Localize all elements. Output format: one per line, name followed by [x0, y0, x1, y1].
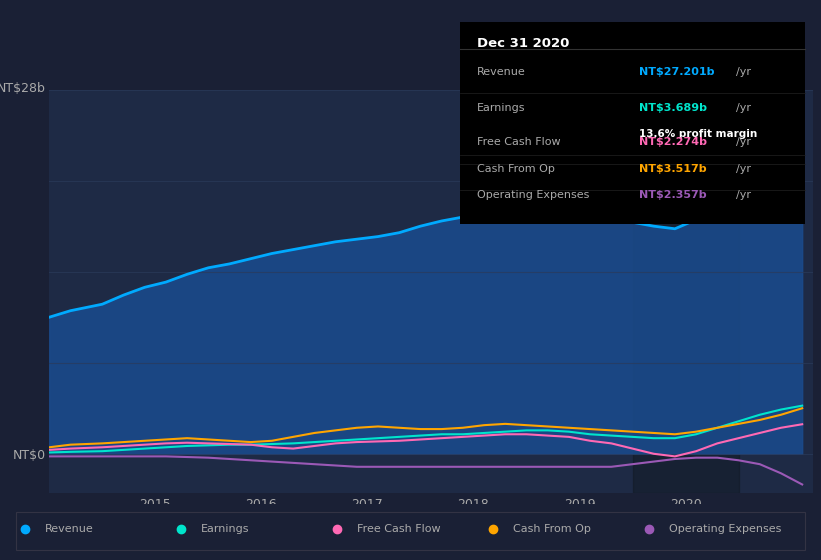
- Text: Revenue: Revenue: [45, 524, 94, 534]
- Text: Free Cash Flow: Free Cash Flow: [357, 524, 441, 534]
- Text: Operating Expenses: Operating Expenses: [669, 524, 782, 534]
- Text: /yr: /yr: [736, 190, 750, 200]
- Text: NT$27.201b: NT$27.201b: [639, 67, 714, 77]
- Text: 13.6% profit margin: 13.6% profit margin: [639, 129, 757, 139]
- Text: Cash From Op: Cash From Op: [513, 524, 591, 534]
- Text: /yr: /yr: [736, 164, 750, 174]
- Text: NT$28b: NT$28b: [0, 82, 45, 95]
- Text: Dec 31 2020: Dec 31 2020: [477, 36, 570, 49]
- Text: Cash From Op: Cash From Op: [477, 164, 555, 174]
- Text: NT$2.274b: NT$2.274b: [639, 137, 707, 147]
- Text: NT$0: NT$0: [12, 449, 45, 462]
- Text: NT$3.517b: NT$3.517b: [639, 164, 707, 174]
- Text: Operating Expenses: Operating Expenses: [477, 190, 589, 200]
- Text: Earnings: Earnings: [201, 524, 250, 534]
- Text: Revenue: Revenue: [477, 67, 525, 77]
- Text: NT$2.357b: NT$2.357b: [639, 190, 707, 200]
- Text: Free Cash Flow: Free Cash Flow: [477, 137, 561, 147]
- Text: /yr: /yr: [736, 103, 750, 113]
- Text: /yr: /yr: [736, 137, 750, 147]
- Text: NT$3.689b: NT$3.689b: [639, 103, 707, 113]
- Text: Earnings: Earnings: [477, 103, 525, 113]
- Text: /yr: /yr: [736, 67, 750, 77]
- Bar: [632, 90, 739, 493]
